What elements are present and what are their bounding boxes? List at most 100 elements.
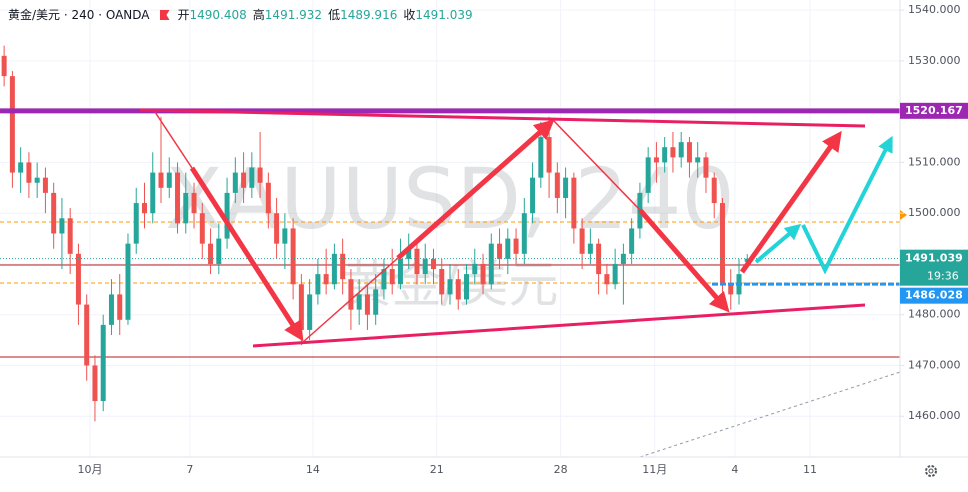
candle-body [75, 253, 81, 305]
level-label-box [900, 287, 968, 304]
price-label-box [900, 249, 968, 286]
candle-body [678, 142, 684, 158]
candle-body [728, 284, 734, 295]
candle-body [587, 243, 593, 254]
candle-body [208, 243, 214, 264]
candle-body [513, 238, 519, 254]
ohlc-value: 1489.916 [340, 8, 398, 22]
candle-body [265, 182, 271, 214]
x-tick-label: 21 [430, 463, 444, 476]
arrow [638, 208, 730, 313]
level-label-box [900, 102, 968, 119]
countdown: 19:36 [927, 270, 959, 283]
arrow [552, 119, 641, 211]
candle-body [290, 228, 296, 285]
candle-body [563, 177, 569, 198]
x-tick-label: 11 [803, 463, 817, 476]
candle-body [59, 218, 65, 234]
projection-arrow [801, 135, 893, 275]
candle-body [51, 192, 57, 234]
flag-icon[interactable] [159, 10, 170, 20]
candle-body [282, 228, 288, 244]
candle-body [464, 274, 470, 300]
arrow [739, 130, 842, 274]
candle-body [117, 294, 123, 320]
candle-body [315, 274, 321, 295]
candle-body [141, 203, 147, 214]
x-tick-label: 10月 [78, 463, 103, 476]
projection-arrow [754, 223, 802, 264]
y-tick-label: 1530.000 [908, 54, 961, 67]
candle-body [18, 162, 24, 173]
candle-body [158, 172, 164, 188]
candle-body [9, 76, 15, 173]
ohlc-value: 1491.932 [264, 8, 323, 22]
y-tick-label: 1460.000 [908, 409, 961, 422]
axes: 1460.0001470.0001480.0001490.0001500.000… [78, 3, 968, 476]
candle-body [719, 203, 725, 285]
candle-body [356, 294, 362, 310]
candle-body [183, 192, 189, 224]
candle-body [653, 157, 659, 163]
candle-body [191, 192, 197, 214]
ohlc-label: 开 [177, 8, 190, 22]
candle-body [488, 243, 494, 285]
candle-body [42, 177, 48, 193]
candle-body [686, 142, 692, 163]
y-tick-label: 1470.000 [908, 358, 961, 371]
candle-body [629, 228, 635, 254]
candle-body [447, 279, 453, 295]
candle-body [521, 213, 527, 254]
candle-body [430, 258, 436, 270]
candle-body [26, 162, 32, 183]
arrow [396, 119, 555, 260]
candle-body [554, 172, 560, 198]
candle-body [34, 177, 40, 183]
candle-body [331, 253, 337, 285]
settings-icon[interactable] [925, 465, 937, 477]
candle-body [175, 172, 181, 224]
y-tick-label: 1510.000 [908, 155, 961, 168]
arrow [189, 166, 304, 342]
candle-body [257, 167, 263, 183]
x-tick-label: 14 [306, 463, 320, 476]
candle-body [348, 279, 354, 310]
candle-body [612, 263, 618, 285]
price-axis [900, 0, 968, 492]
candle-body [166, 172, 172, 188]
candle-body [397, 258, 403, 285]
candle-body [497, 243, 503, 259]
candle-body [133, 203, 139, 244]
candle-body [84, 304, 90, 366]
candle-body [67, 218, 73, 254]
alert-marker [900, 210, 907, 220]
y-tick-label: 1500.000 [908, 206, 961, 219]
candle-body [571, 177, 577, 229]
candle-body [596, 243, 602, 275]
y-tick-label: 1540.000 [908, 3, 961, 16]
candle-body [472, 263, 478, 275]
candle-body [662, 147, 668, 163]
arrow [154, 111, 193, 169]
candle-body [108, 294, 114, 325]
x-tick-label: 28 [554, 463, 568, 476]
candle-body [538, 137, 544, 178]
candle-body [373, 289, 379, 315]
candle-body [439, 269, 445, 295]
candle-body [364, 294, 370, 315]
candle-body [389, 269, 395, 285]
x-tick-label: 7 [186, 463, 193, 476]
candle-body [125, 243, 131, 320]
candle-body [422, 258, 428, 275]
candle-body [224, 192, 230, 239]
candle-body [695, 157, 701, 163]
symbol: 黄金/美元 · 240 · OANDA [8, 8, 150, 22]
ohlc-label: 收 [403, 8, 416, 22]
candle-body [381, 269, 387, 290]
candle-body [216, 238, 222, 264]
candle-body [670, 147, 676, 158]
candle-body [307, 294, 313, 330]
legend-header: 黄金/美元 · 240 · OANDA 开1490.408 高1491.932 低14… [8, 6, 479, 23]
